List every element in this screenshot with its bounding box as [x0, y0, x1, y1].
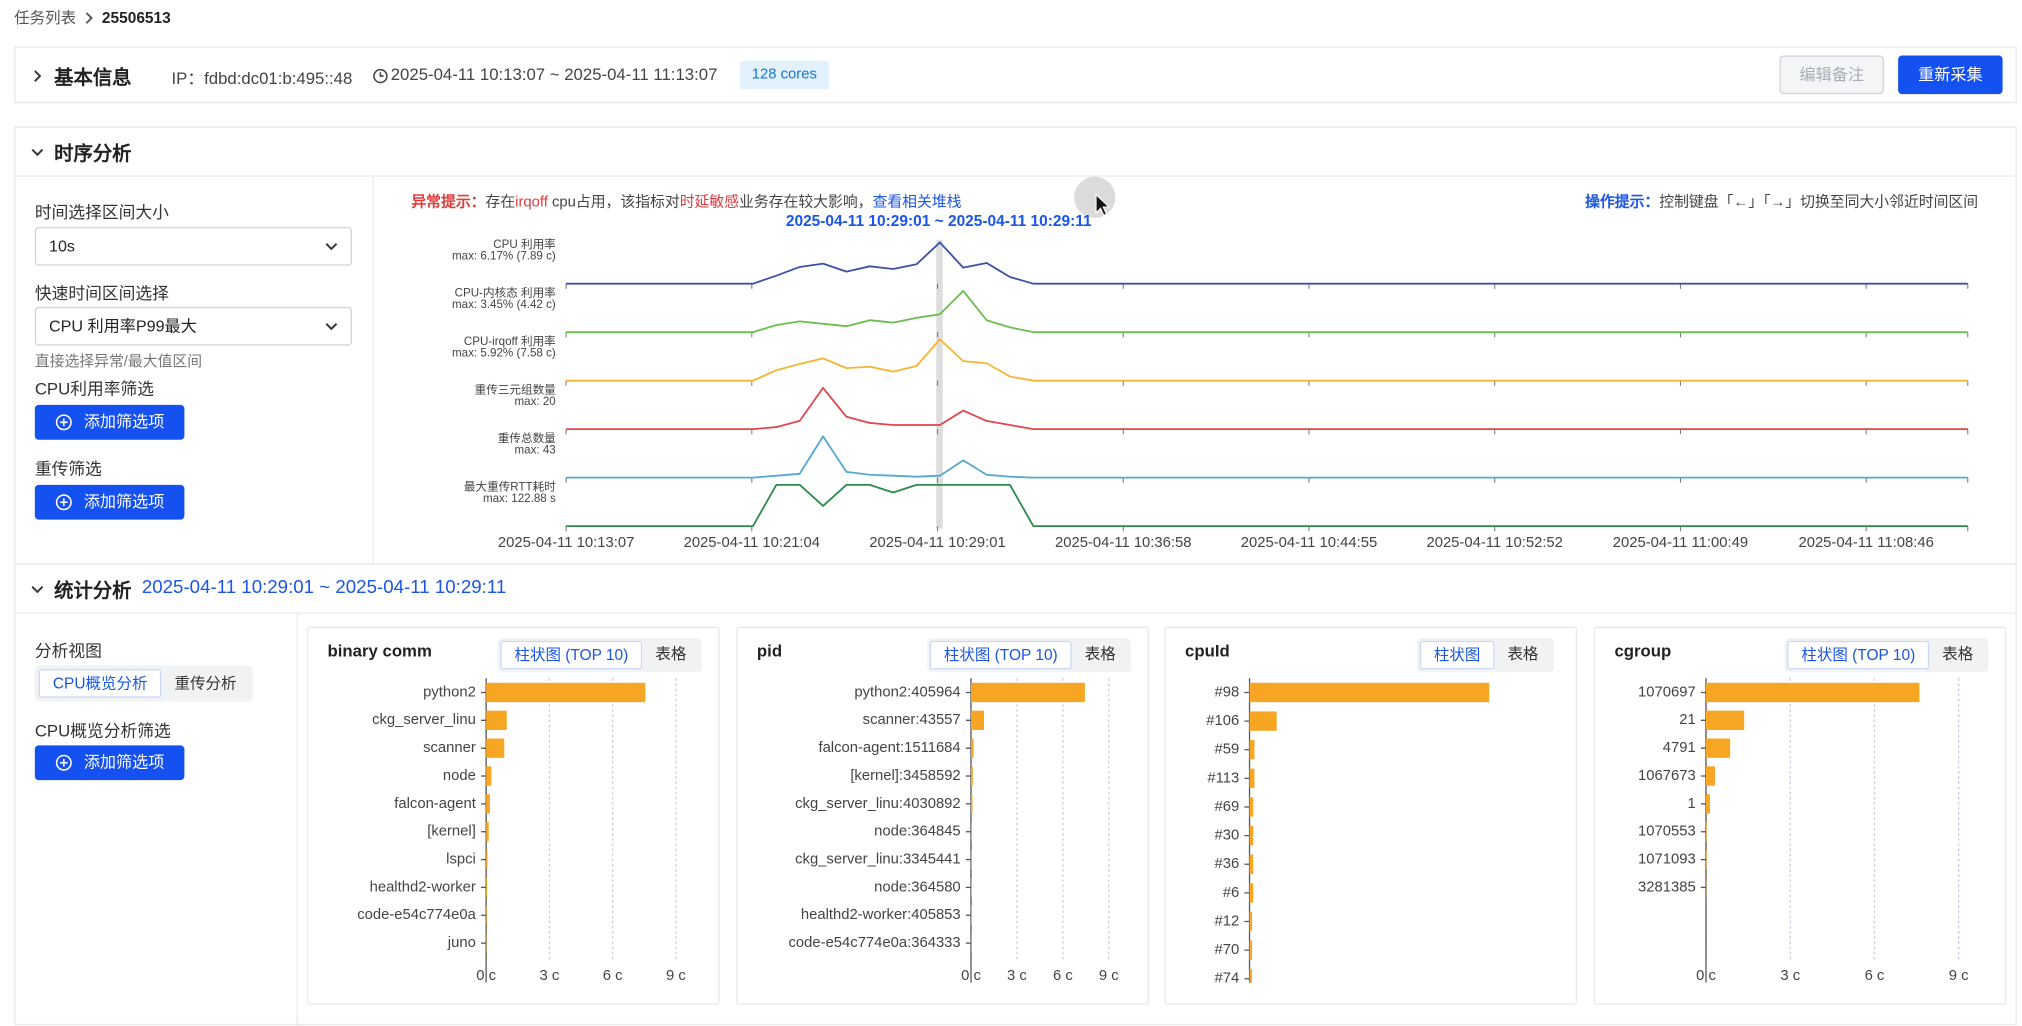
plus-icon: [55, 414, 72, 431]
chart-panel: cgroup 柱状图 (TOP 10) 表格: [1593, 626, 2007, 1005]
alert-text: 存在: [485, 194, 516, 211]
breadcrumb-link[interactable]: 任务列表: [14, 9, 77, 28]
alert-text: 业务存在较大影响，: [739, 194, 873, 211]
view-toggle: 柱状图 (TOP 10) 表格: [927, 638, 1132, 672]
cores-badge: 128 cores: [740, 60, 829, 89]
alert-label: 异常提示：: [411, 194, 486, 211]
toggle[interactable]: 表格: [655, 644, 687, 663]
divider: [372, 176, 374, 567]
alert-highlight: irqoff: [515, 194, 548, 211]
add-filter-button[interactable]: 添加筛选项: [34, 484, 185, 520]
view-toggle: 柱状图 (TOP 10) 表格: [1784, 638, 1989, 672]
button-label: 添加筛选项: [83, 753, 165, 772]
collapse-icon[interactable]: [31, 147, 44, 157]
field-label: 重传筛选: [34, 459, 102, 479]
card-title: 时序分析: [54, 143, 132, 166]
select-value: 10s: [49, 237, 75, 256]
divider: [296, 613, 298, 1026]
ip-info: IP：fdbd:dc01:b:495::48: [172, 64, 353, 89]
quick-select[interactable]: CPU 利用率P99最大: [34, 306, 353, 346]
button-label: 添加筛选项: [83, 412, 165, 431]
hint-text: 控制键盘「←」「→」切换至同大小邻近时间区间: [1659, 194, 1979, 211]
alert-highlight: 时延敏感: [679, 194, 740, 211]
toggle-active[interactable]: 柱状图: [1419, 640, 1495, 670]
expand-icon[interactable]: [32, 70, 42, 83]
plus-icon: [55, 754, 72, 771]
breadcrumb-separator: [85, 11, 93, 24]
add-filter-button[interactable]: 添加筛选项: [34, 745, 185, 781]
tab[interactable]: 重传分析: [174, 674, 237, 693]
field-label: 快速时间区间选择: [34, 283, 169, 304]
dropdown-icon: [325, 243, 338, 251]
chart-panel: binary comm 柱状图 (TOP 10) 表格: [306, 626, 720, 1005]
ip-value: fdbd:dc01:b:495::48: [204, 68, 353, 88]
plus-icon: [55, 494, 72, 511]
breadcrumb-current: 25506513: [101, 8, 171, 27]
toggle[interactable]: 表格: [1507, 644, 1539, 663]
clock-icon: [373, 68, 388, 84]
alert-text: cpu占用，该指标对: [547, 194, 680, 211]
tab-active[interactable]: CPU概览分析: [38, 669, 162, 698]
view-toggle: 柱状图 (TOP 10) 表格: [497, 638, 702, 672]
toggle-active[interactable]: 柱状图 (TOP 10): [500, 640, 643, 670]
collapse-icon[interactable]: [31, 584, 44, 594]
toggle-active[interactable]: 柱状图 (TOP 10): [1787, 640, 1930, 670]
ip-label: IP：: [171, 68, 205, 88]
alert: 异常提示：存在irqoff cpu占用，该指标对时延敏感业务存在较大影响，查看相…: [411, 191, 961, 212]
help-text: 直接选择异常/最大值区间: [34, 354, 203, 371]
hint: 操作提示：控制键盘「←」「→」切换至同大小邻近时间区间: [1585, 191, 1978, 212]
basic-info-card: 基本信息 IP：fdbd:dc01:b:495::48 2025-04-11 1…: [14, 46, 2017, 104]
field-label: 分析视图: [34, 640, 102, 661]
chart-title: cgroup: [1614, 640, 1672, 661]
toggle[interactable]: 表格: [1084, 644, 1116, 663]
chart-panel: cpuId 柱状图 表格: [1164, 626, 1578, 1005]
divider: [15, 612, 2016, 614]
card-title: 统计分析: [54, 580, 132, 603]
view-tabs: CPU概览分析 重传分析: [34, 665, 254, 702]
field-label: 时间选择区间大小: [34, 202, 169, 222]
chart-panel: pid 柱状图 (TOP 10) 表格: [736, 626, 1149, 1005]
view-toggle: 柱状图 表格: [1417, 638, 1554, 672]
toggle[interactable]: 表格: [1942, 644, 1974, 663]
timeseries-card: 时序分析 时间选择区间大小 10s 快速时间区间选择 CPU 利用率P99最大 …: [14, 126, 2017, 567]
chart-title: cpuId: [1185, 640, 1230, 661]
stats-range: 2025-04-11 10:29:01 ~ 2025-04-11 10:29:1…: [141, 577, 507, 599]
select-value: CPU 利用率P99最大: [49, 317, 197, 336]
breadcrumb: 任务列表 25506513: [14, 6, 171, 28]
interval-select[interactable]: 10s: [34, 226, 353, 266]
chart-title: pid: [756, 640, 783, 661]
divider: [15, 175, 2016, 177]
dropdown-icon: [325, 322, 338, 331]
alert-link[interactable]: 查看相关堆栈: [872, 194, 962, 211]
add-filter-button[interactable]: 添加筛选项: [34, 404, 185, 440]
field-label: CPU概览分析筛选: [34, 720, 171, 741]
chart-title: binary comm: [327, 640, 432, 661]
hint-label: 操作提示：: [1585, 194, 1660, 211]
recollect-button[interactable]: 重新采集: [1898, 55, 2003, 95]
card-title: 基本信息: [54, 67, 132, 89]
button-label: 添加筛选项: [83, 492, 165, 511]
toggle-active[interactable]: 柱状图 (TOP 10): [929, 640, 1072, 670]
time-range: 2025-04-11 10:13:07 ~ 2025-04-11 11:13:0…: [390, 64, 718, 84]
edit-note-button[interactable]: 编辑备注: [1779, 55, 1884, 95]
field-label: CPU利用率筛选: [34, 379, 155, 399]
